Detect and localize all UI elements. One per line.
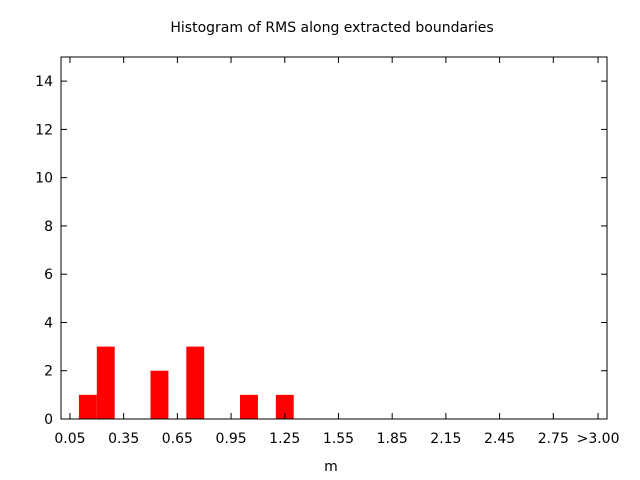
bars-group [78, 346, 294, 419]
x-tick-label: 1.25 [269, 431, 300, 447]
y-tick-label: 14 [35, 74, 53, 90]
y-tick-label: 4 [44, 315, 53, 331]
x-axis-label: m [324, 459, 338, 475]
histogram-bar [78, 394, 97, 419]
y-tick-label: 6 [44, 267, 53, 283]
x-tick-label: 0.65 [162, 431, 193, 447]
y-tick-label: 8 [44, 219, 53, 235]
x-tick-label: >3.00 [577, 431, 620, 447]
y-axis: 0 2 4 6 8 10 12 14 [35, 74, 607, 428]
x-tick-label: 2.15 [430, 431, 461, 447]
x-tick-label: 1.55 [323, 431, 354, 447]
x-axis: 0.05 0.35 0.65 0.95 1.25 1.55 1.85 2.15 2.45 2.75… [54, 57, 620, 447]
histogram-bar [150, 370, 169, 419]
x-tick-label: 0.95 [215, 431, 246, 447]
histogram-bar [240, 394, 258, 419]
x-tick-label: 0.05 [54, 431, 85, 447]
histogram-bar [96, 346, 115, 419]
y-tick-label: 12 [35, 122, 53, 138]
y-tick-label: 2 [44, 364, 53, 380]
y-tick-label: 10 [35, 171, 53, 187]
histogram-bar [275, 394, 294, 419]
y-tick-label: 0 [44, 412, 53, 428]
x-tick-label: 1.85 [377, 431, 408, 447]
plot-frame [60, 56, 608, 420]
chart-title: Histogram of RMS along extracted boundar… [170, 20, 493, 36]
x-tick-label: 0.35 [108, 431, 139, 447]
histogram-bar [186, 346, 205, 419]
x-tick-label: 2.75 [538, 431, 569, 447]
x-tick-label: 2.45 [484, 431, 515, 447]
